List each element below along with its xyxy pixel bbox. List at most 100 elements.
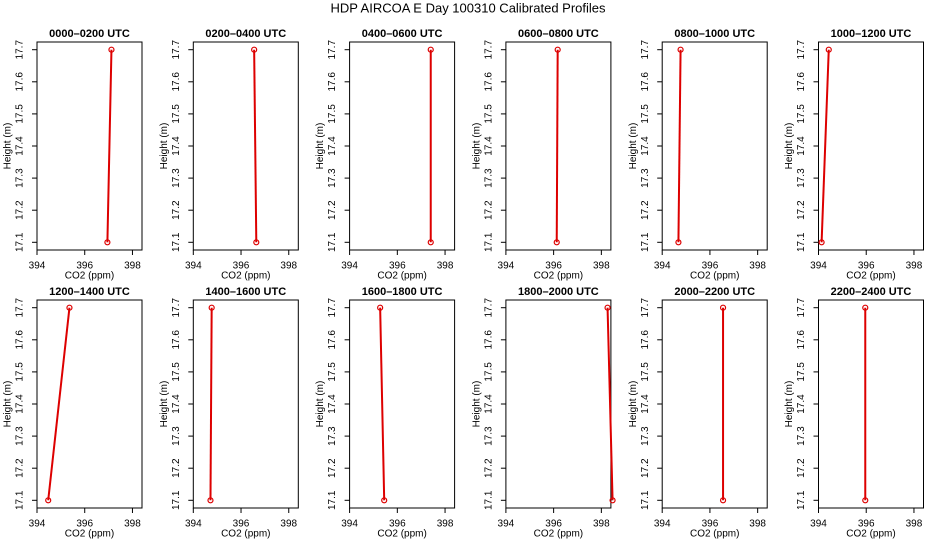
panel-title: 2200–2400 UTC	[831, 286, 912, 298]
x-tick-label: 398	[906, 261, 923, 272]
y-tick-label: 17.7	[15, 298, 26, 318]
y-tick-label: 17.7	[484, 298, 495, 318]
y-tick-label: 17.3	[327, 426, 338, 446]
y-tick-label: 17.7	[327, 298, 338, 318]
y-tick-label: 17.3	[15, 426, 26, 446]
x-axis-label: CO2 (ppm)	[377, 529, 426, 540]
y-tick-label: 17.7	[796, 298, 807, 318]
panel-title: 0800–1000 UTC	[674, 28, 755, 40]
x-tick-label: 396	[858, 261, 875, 272]
y-axis-label: Height (m)	[159, 123, 170, 170]
y-tick-label: 17.6	[15, 330, 26, 350]
x-tick-label: 398	[593, 519, 610, 530]
data-point	[719, 304, 727, 311]
y-tick-label: 17.4	[796, 136, 807, 156]
panel-title: 0600–0800 UTC	[518, 28, 599, 40]
data-point	[677, 46, 684, 53]
y-axis-label: Height (m)	[3, 381, 14, 428]
data-point	[381, 497, 388, 504]
profile-line	[106, 49, 113, 243]
y-axis-label: Height (m)	[784, 381, 795, 428]
y-tick-label: 17.7	[15, 40, 26, 60]
y-tick-label: 17.1	[15, 490, 26, 510]
y-tick-label: 17.2	[796, 458, 807, 478]
y-tick-label: 17.1	[796, 490, 807, 510]
profile-line	[820, 49, 830, 243]
x-tick-label: 394	[29, 519, 46, 530]
x-tick-label: 398	[280, 261, 297, 272]
y-tick-label: 17.7	[640, 298, 651, 318]
y-tick-label: 17.3	[484, 168, 495, 188]
y-tick-label: 17.7	[327, 40, 338, 60]
x-axis-label: CO2 (ppm)	[534, 271, 583, 282]
y-tick-label: 17.4	[15, 136, 26, 156]
x-tick-label: 394	[185, 519, 202, 530]
y-tick-label: 17.4	[171, 394, 182, 414]
x-axis-label: CO2 (ppm)	[846, 529, 895, 540]
y-tick-label: 17.2	[484, 458, 495, 478]
x-tick-label: 396	[702, 519, 719, 530]
y-axis-label: Height (m)	[159, 381, 170, 428]
y-axis-label: Height (m)	[3, 123, 14, 170]
y-tick-label: 17.2	[171, 458, 182, 478]
data-point	[207, 497, 214, 504]
y-tick-label: 17.3	[484, 426, 495, 446]
data-point	[553, 239, 560, 246]
y-tick-label: 17.1	[171, 232, 182, 252]
panel-title: 0200–0400 UTC	[205, 28, 286, 40]
y-tick-label: 17.4	[327, 394, 338, 414]
x-tick-label: 396	[702, 261, 719, 272]
y-tick-label: 17.1	[15, 232, 26, 252]
x-tick-label: 394	[341, 261, 358, 272]
y-tick-label: 17.6	[796, 72, 807, 92]
y-tick-label: 17.5	[484, 362, 495, 382]
y-tick-label: 17.2	[796, 200, 807, 220]
y-axis-label: Height (m)	[784, 123, 795, 170]
y-tick-label: 17.6	[171, 72, 182, 92]
y-tick-label: 17.2	[640, 200, 651, 220]
y-tick-label: 17.4	[796, 394, 807, 414]
y-axis-label: Height (m)	[472, 381, 483, 428]
x-tick-label: 398	[437, 519, 454, 530]
data-point	[719, 497, 727, 504]
y-tick-label: 17.2	[171, 200, 182, 220]
plot-frame	[505, 299, 612, 509]
y-tick-label: 17.6	[327, 72, 338, 92]
x-axis-label: CO2 (ppm)	[65, 529, 114, 540]
plot-frame	[818, 299, 924, 509]
y-tick-label: 17.6	[484, 330, 495, 350]
y-tick-label: 17.6	[640, 72, 651, 92]
x-axis-label: CO2 (ppm)	[690, 529, 739, 540]
data-point	[818, 239, 825, 246]
y-tick-label: 17.1	[327, 232, 338, 252]
y-tick-label: 17.4	[640, 394, 651, 414]
x-tick-label: 394	[341, 519, 358, 530]
y-axis-label: Height (m)	[628, 381, 639, 428]
y-tick-label: 17.4	[171, 136, 182, 156]
plot-frame	[661, 299, 768, 509]
plot-frame	[192, 299, 299, 509]
y-tick-label: 17.3	[327, 168, 338, 188]
y-axis-label: Height (m)	[315, 123, 326, 170]
y-tick-label: 17.3	[640, 168, 651, 188]
data-point	[604, 304, 611, 311]
data-point	[208, 304, 215, 311]
x-axis-label: CO2 (ppm)	[534, 529, 583, 540]
y-tick-label: 17.5	[796, 104, 807, 124]
x-tick-label: 394	[498, 261, 515, 272]
data-point	[609, 497, 616, 504]
plot-frame	[36, 299, 143, 509]
y-tick-label: 17.7	[640, 40, 651, 60]
y-tick-label: 17.2	[327, 200, 338, 220]
y-tick-label: 17.2	[15, 200, 26, 220]
data-point	[104, 239, 111, 246]
y-tick-label: 17.6	[327, 330, 338, 350]
x-axis-label: CO2 (ppm)	[65, 271, 114, 282]
x-axis-label: CO2 (ppm)	[846, 271, 895, 282]
plot-frame	[192, 41, 299, 251]
data-point	[862, 304, 869, 311]
y-axis-label: Height (m)	[628, 123, 639, 170]
x-tick-label: 394	[810, 519, 827, 530]
x-axis-label: CO2 (ppm)	[377, 271, 426, 282]
